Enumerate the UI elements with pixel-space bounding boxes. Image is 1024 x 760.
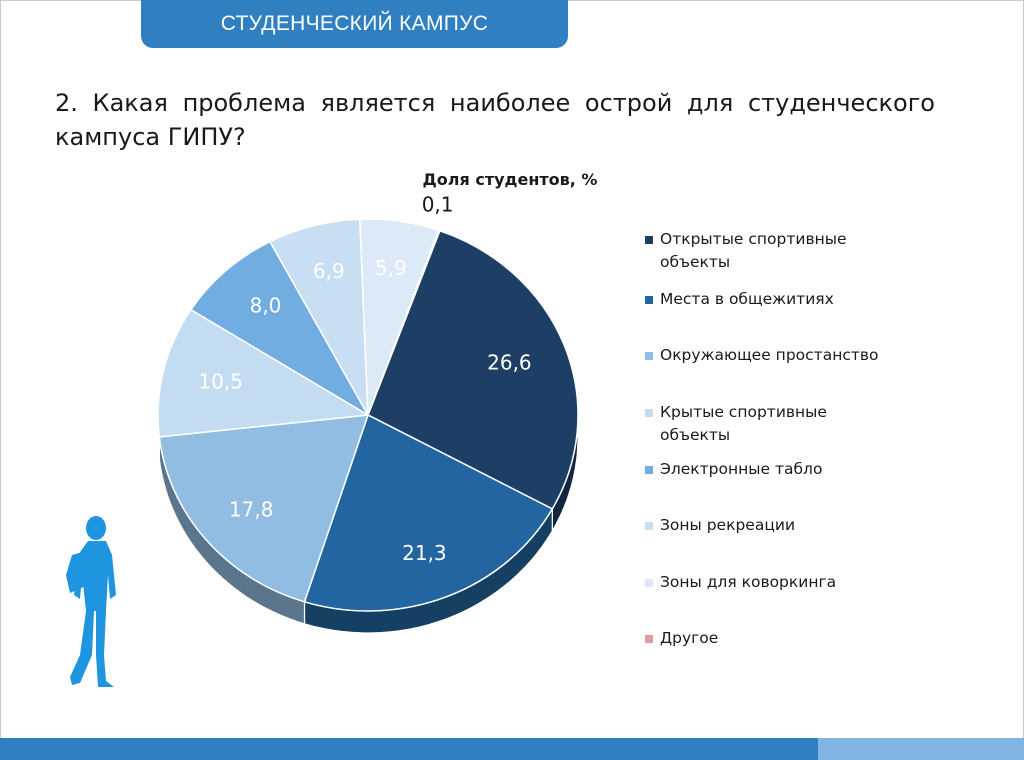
legend-swatch — [645, 579, 653, 587]
legend-item-8: Другое — [645, 627, 890, 650]
pie-data-label-7: 5,9 — [375, 256, 407, 280]
footer-bar-light — [818, 738, 1024, 760]
legend-item-3: Окружающее простанство — [645, 344, 890, 367]
legend-label: Крытые спортивные объекты — [660, 403, 827, 444]
pie-labels: 26,6 21,3 17,8 10,5 8,0 6,9 5,9 0,1 — [198, 192, 531, 565]
pie-slice-5 — [189, 240, 371, 418]
pie-data-label-3: 17,8 — [229, 498, 274, 522]
legend-label: Места в общежитиях — [660, 290, 834, 308]
pie-slice-3 — [158, 414, 370, 603]
pie-data-label-1: 26,6 — [487, 350, 532, 374]
legend-label: Открытые спортивные объекты — [660, 230, 847, 271]
legend-swatch — [645, 352, 653, 360]
chart-title: Доля студентов, % — [422, 170, 598, 189]
pie-slices — [157, 218, 579, 612]
legend-swatch — [645, 635, 653, 643]
pie-slice-8 — [367, 229, 441, 416]
legend-swatch — [645, 522, 653, 530]
legend-label: Электронные табло — [660, 460, 823, 478]
pie-data-label-8: 0,1 — [422, 192, 454, 216]
pie-data-label-5: 8,0 — [250, 294, 282, 318]
legend-swatch — [645, 466, 653, 474]
legend-item-4: Крытые спортивные объекты — [645, 401, 890, 447]
pie-data-label-2: 21,3 — [402, 541, 447, 565]
legend-label: Зоны для коворкинга — [660, 573, 837, 591]
legend-label: Другое — [660, 629, 719, 647]
header-title: СТУДЕНЧЕСКИЙ КАМПУС — [141, 0, 568, 48]
legend-swatch — [645, 236, 653, 244]
legend-item-1: Открытые спортивные объекты — [645, 228, 890, 274]
pie-data-label-4: 10,5 — [198, 369, 243, 393]
legend-label: Окружающее простанство — [660, 346, 879, 364]
footer-bar-dark — [0, 738, 818, 760]
footer-bar — [0, 738, 1024, 760]
legend-item-6: Зоны рекреации — [645, 514, 890, 537]
pie-slice-4 — [157, 308, 371, 438]
student-silhouette-icon — [66, 516, 116, 687]
legend-item-7: Зоны для коворкинга — [645, 571, 890, 594]
pie-slice-2 — [303, 413, 554, 612]
legend-item-2: Места в общежитиях — [645, 288, 890, 311]
legend-label: Зоны рекреации — [660, 516, 796, 534]
pie-data-label-6: 6,9 — [313, 259, 345, 283]
legend-item-5: Электронные табло — [645, 458, 890, 481]
legend-swatch — [645, 409, 653, 417]
legend-swatch — [645, 296, 653, 304]
question-text: 2. Какая проблема является наиболее остр… — [55, 89, 935, 151]
pie-slice-1 — [367, 229, 579, 510]
